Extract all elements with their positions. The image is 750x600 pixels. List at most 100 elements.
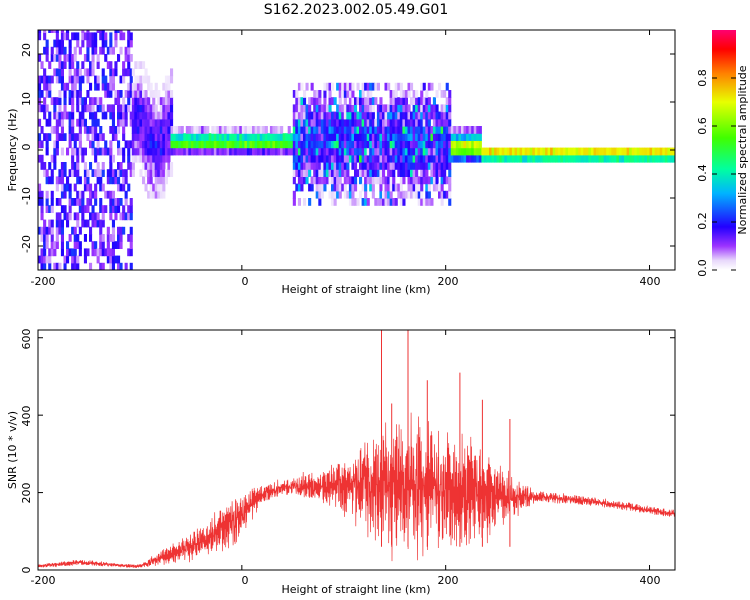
spectrogram-cell (338, 169, 342, 177)
spectrogram-cell (144, 97, 148, 105)
spectrogram-cell (154, 111, 158, 120)
spectrogram-cell (147, 162, 151, 170)
spectrogram-cell (389, 198, 393, 206)
spectrogram-cell (369, 183, 373, 192)
spectrogram-cell (119, 118, 123, 127)
spectrogram-cell (48, 90, 52, 98)
spectrogram-cell (399, 90, 403, 98)
spectrogram-cell (354, 147, 358, 156)
spectrogram-cell (78, 226, 82, 235)
spectrogram-cell (76, 162, 80, 170)
spectrogram-cell (430, 104, 434, 113)
spectrogram-cell (66, 30, 70, 33)
spectrogram-cell (206, 133, 210, 141)
spectrogram-cell (50, 198, 54, 206)
spectrogram-cell (198, 140, 202, 149)
spectrogram-cell (147, 104, 151, 113)
spectrogram-cell (221, 126, 225, 134)
spectrogram-cell (53, 68, 57, 77)
spectrogram-cell (425, 111, 429, 120)
spectrogram-cell (91, 61, 95, 69)
spectrogram-cell (371, 97, 375, 105)
spectrogram-cell (392, 97, 396, 105)
spectrogram-cell (134, 126, 138, 134)
spectrogram-cell (50, 241, 54, 249)
spectrogram-cell (203, 147, 207, 156)
spectrogram-cell (305, 140, 309, 149)
spectrogram-cell (295, 90, 299, 98)
spectrogram-cell (60, 241, 64, 249)
spectrogram-cell (336, 111, 340, 120)
spectrogram-cell (483, 154, 487, 163)
spectrogram-cell (568, 154, 572, 163)
spectrogram-cell (50, 154, 54, 163)
spectrogram-cell (89, 61, 93, 69)
spectrogram-cell (277, 147, 281, 156)
spectrogram-cell (356, 118, 360, 127)
spectrogram-cell (448, 97, 452, 105)
spectrogram-cell (310, 111, 314, 120)
spectrogram-cell (101, 133, 105, 141)
spectrogram-cell (91, 219, 95, 228)
spectrogram-cell (154, 162, 158, 170)
spectrogram-cell (144, 111, 148, 120)
spectrogram-cell (453, 140, 457, 149)
spectrogram-cell (407, 176, 411, 185)
spectrogram-cell (412, 126, 416, 134)
spectrogram-cell (91, 190, 95, 199)
spectrogram-cell (379, 111, 383, 120)
spectrogram-cell (96, 140, 100, 149)
spectrogram-cell (58, 118, 62, 127)
spectrogram-cell (38, 75, 42, 84)
spectrogram-cell (149, 190, 153, 199)
spectrogram-cell (351, 97, 355, 105)
spectrogram-cell (122, 183, 126, 192)
spectrogram-cell (71, 82, 75, 91)
spectrogram-cell (114, 90, 118, 98)
spectrogram-cell (476, 133, 480, 141)
spectrogram-cell (331, 190, 335, 199)
spectrogram-cell (221, 133, 225, 141)
spectrogram-cell (608, 154, 612, 163)
spectrogram-cell (167, 162, 171, 170)
spectrogram-cell (354, 126, 358, 134)
spectrogram-cell (425, 133, 429, 141)
spectrogram-cell (81, 154, 85, 163)
spectrogram-cell (73, 198, 77, 206)
spectrogram-cell (427, 198, 431, 206)
spectrogram-cell (119, 30, 123, 33)
spectrogram-cell (134, 118, 138, 127)
spectrogram-cell (303, 176, 307, 185)
spectrogram-cell (432, 154, 436, 163)
spectrogram-cell (448, 118, 452, 127)
spectrogram-cell (136, 97, 140, 105)
spectrogram-cell (384, 154, 388, 163)
spectrogram-cell (320, 190, 324, 199)
spectrogram-cell (83, 126, 87, 134)
spectrogram-cell (448, 169, 452, 177)
spectrogram-cell (117, 54, 121, 62)
spectrogram-cell (376, 198, 380, 206)
spectrogram-cell (111, 234, 115, 242)
spectrogram-cell (443, 118, 447, 127)
spectrogram-cell (170, 162, 174, 170)
spectrogram-cell (127, 82, 131, 91)
top-x-axis-label: Height of straight line (km) (281, 283, 430, 296)
spectrogram-cell (213, 126, 217, 134)
spectrogram-cell (66, 32, 70, 41)
spectrogram-cell (66, 147, 70, 156)
spectrogram-cell (343, 118, 347, 127)
spectrogram-cell (336, 183, 340, 192)
spectrogram-cell (397, 169, 401, 177)
spectrogram-cell (68, 90, 72, 98)
spectrogram-cell (99, 32, 103, 41)
spectrogram-cell (374, 126, 378, 134)
spectrogram-cell (106, 147, 110, 156)
spectrogram-cell (144, 90, 148, 98)
spectrogram-cell (104, 39, 108, 48)
spectrogram-cell (81, 205, 85, 213)
spectrogram-cell (280, 126, 284, 134)
spectrogram-cell (99, 226, 103, 235)
spectrogram-cell (71, 32, 75, 41)
spectrogram-cell (129, 111, 133, 120)
